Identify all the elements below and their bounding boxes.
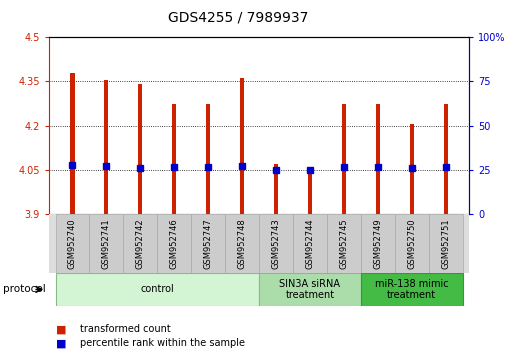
Bar: [308, 167, 312, 214]
Bar: [342, 103, 346, 214]
Text: GSM952746: GSM952746: [170, 218, 179, 269]
Bar: [429, 214, 463, 273]
Bar: [410, 124, 414, 214]
Bar: [157, 214, 191, 273]
Bar: [259, 273, 361, 306]
Text: GSM952748: GSM952748: [238, 218, 247, 269]
Text: protocol: protocol: [3, 284, 45, 295]
Bar: [89, 214, 123, 273]
Bar: [123, 214, 157, 273]
Bar: [139, 84, 143, 214]
Bar: [395, 214, 429, 273]
Bar: [70, 73, 74, 214]
Text: ■: ■: [56, 338, 67, 348]
Bar: [361, 273, 463, 306]
Text: ■: ■: [56, 324, 67, 334]
Text: GSM952750: GSM952750: [407, 218, 416, 269]
Bar: [55, 214, 89, 273]
Bar: [376, 103, 380, 214]
Bar: [191, 214, 225, 273]
Text: GSM952749: GSM952749: [373, 218, 382, 269]
Bar: [172, 103, 176, 214]
Text: GDS4255 / 7989937: GDS4255 / 7989937: [168, 11, 309, 25]
Text: transformed count: transformed count: [80, 324, 170, 334]
Text: control: control: [141, 284, 174, 295]
Bar: [327, 214, 361, 273]
Text: GSM952742: GSM952742: [136, 218, 145, 269]
Text: GSM952747: GSM952747: [204, 218, 213, 269]
Bar: [293, 214, 327, 273]
Text: GSM952741: GSM952741: [102, 218, 111, 269]
Text: miR-138 mimic
treatment: miR-138 mimic treatment: [375, 279, 448, 300]
Bar: [55, 273, 259, 306]
Text: GSM952745: GSM952745: [340, 218, 348, 269]
Text: GSM952743: GSM952743: [271, 218, 281, 269]
Text: SIN3A siRNA
treatment: SIN3A siRNA treatment: [280, 279, 341, 300]
Text: percentile rank within the sample: percentile rank within the sample: [80, 338, 245, 348]
Bar: [225, 214, 259, 273]
Bar: [240, 79, 244, 214]
Bar: [274, 164, 278, 214]
Text: GSM952751: GSM952751: [441, 218, 450, 269]
Text: GSM952740: GSM952740: [68, 218, 77, 269]
Bar: [104, 80, 108, 214]
Bar: [361, 214, 395, 273]
Bar: [206, 103, 210, 214]
Bar: [444, 103, 448, 214]
Text: GSM952744: GSM952744: [305, 218, 314, 269]
Bar: [259, 214, 293, 273]
